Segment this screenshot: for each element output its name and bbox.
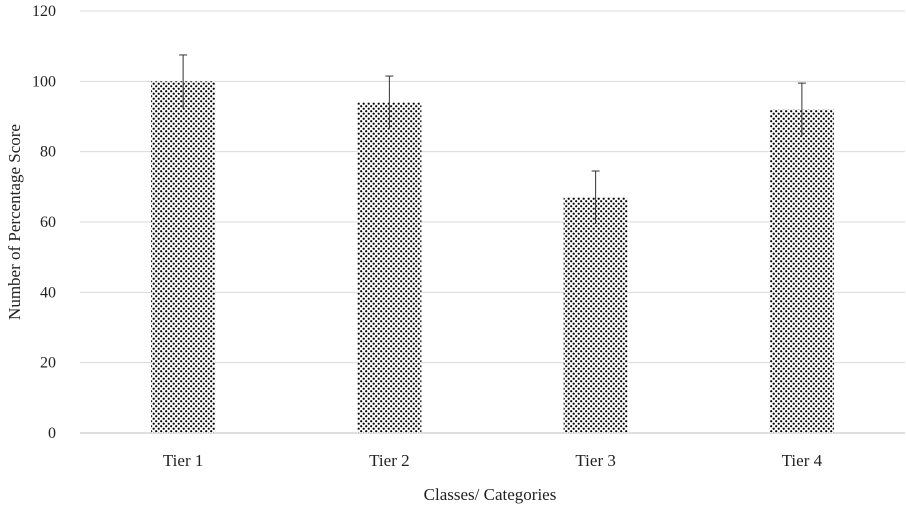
- x-category-label: Tier 2: [369, 451, 409, 470]
- y-tick-label: 100: [32, 73, 56, 90]
- x-axis-title: Classes/ Categories: [424, 485, 557, 504]
- y-tick-label: 60: [40, 214, 56, 231]
- y-tick-label: 40: [40, 284, 56, 301]
- gridlines: [80, 10, 905, 434]
- x-category-label: Tier 4: [782, 451, 823, 470]
- error-bars: [179, 54, 806, 224]
- y-tick-label: 120: [32, 3, 56, 20]
- y-axis-title: Number of Percentage Score: [5, 124, 24, 320]
- bar-tier-2: [357, 102, 422, 433]
- y-tick-labels: 0 20 40 60 80 100 120: [32, 3, 56, 442]
- bar-tier-1: [151, 81, 216, 433]
- bars: [151, 81, 834, 433]
- x-category-label: Tier 3: [575, 451, 615, 470]
- x-category-label: Tier 1: [163, 451, 203, 470]
- bar-tier-4: [769, 109, 834, 433]
- y-tick-label: 20: [40, 355, 56, 372]
- bar-tier-3: [563, 197, 628, 433]
- y-tick-label: 80: [40, 144, 56, 161]
- x-category-labels: Tier 1 Tier 2 Tier 3 Tier 4: [163, 451, 823, 470]
- y-tick-label: 0: [48, 425, 56, 442]
